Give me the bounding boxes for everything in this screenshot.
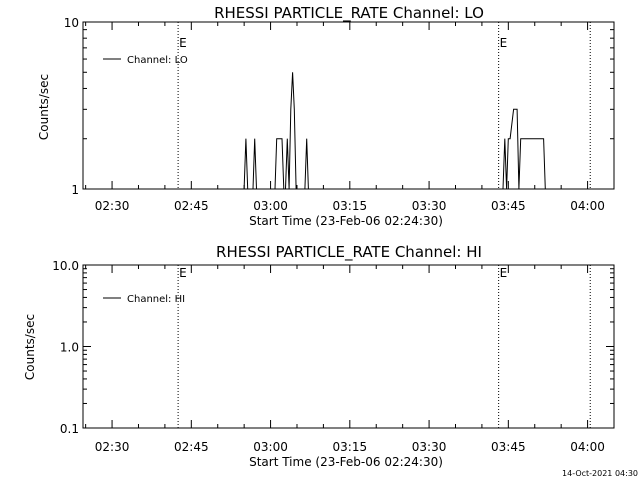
event-marker-label-lo: E	[179, 36, 187, 50]
y-axis-ticks-hi: 0.1 1.0 10.0	[52, 259, 614, 436]
series-layer-lo	[243, 72, 546, 190]
y-tick-label-hi: 1.0	[60, 341, 79, 355]
x-tick-label-lo: 04:00	[570, 199, 605, 213]
plot-frame-lo	[82, 21, 615, 190]
x-tick-label-hi: 02:30	[95, 440, 130, 454]
chart-panel-lo: RHESSI PARTICLE_RATE Channel: LO 02:30 02…	[37, 4, 615, 228]
x-tick-label-lo: 03:30	[412, 199, 447, 213]
y-tick-label-lo: 10	[64, 16, 79, 30]
x-tick-label-hi: 04:00	[570, 440, 605, 454]
y-tick-label-lo: 1	[71, 183, 79, 197]
x-axis-ticks-hi: 02:30 02:45 03:00 03:15 03:30 03:45 04:00	[85, 265, 615, 454]
legend-label-lo: Channel: LO	[127, 55, 188, 66]
x-tick-label-hi: 03:45	[491, 440, 526, 454]
y-tick-label-hi: 10.0	[52, 259, 79, 273]
event-marker-label-hi: E	[500, 266, 508, 280]
y-axis-label-lo: Counts/sec	[37, 74, 51, 140]
x-tick-label-hi: 03:00	[253, 440, 288, 454]
series-line-lo-0	[243, 72, 546, 190]
x-axis-ticks-lo: 02:30 02:45 03:00 03:15 03:30 03:45 04:00	[85, 22, 615, 213]
legend-lo: Channel: LO	[103, 55, 188, 66]
chart-title-hi: RHESSI PARTICLE_RATE Channel: HI	[216, 243, 482, 262]
chart-panel-hi: RHESSI PARTICLE_RATE Channel: HI 02:30 02…	[23, 243, 615, 469]
x-axis-label-hi: Start Time (23-Feb-06 02:24:30)	[249, 455, 443, 469]
legend-label-hi: Channel: HI	[127, 294, 185, 305]
y-axis-label-hi: Counts/sec	[23, 314, 37, 380]
plot-frame-hi	[82, 264, 615, 429]
y-axis-ticks-lo: 1 10	[64, 16, 614, 197]
x-tick-label-lo: 03:15	[333, 199, 368, 213]
chart-title-lo: RHESSI PARTICLE_RATE Channel: LO	[214, 4, 484, 23]
legend-hi: Channel: HI	[103, 294, 185, 305]
footer-timestamp: 14-Oct-2021 04:30	[562, 469, 638, 478]
x-tick-label-lo: 02:45	[174, 199, 209, 213]
x-tick-label-hi: 02:45	[174, 440, 209, 454]
x-tick-label-hi: 03:15	[333, 440, 368, 454]
x-tick-label-lo: 03:00	[253, 199, 288, 213]
event-marker-label-hi: E	[179, 266, 187, 280]
x-tick-label-hi: 03:30	[412, 440, 447, 454]
x-tick-label-lo: 02:30	[95, 199, 130, 213]
x-axis-label-lo: Start Time (23-Feb-06 02:24:30)	[249, 214, 443, 228]
event-marker-label-lo: E	[500, 36, 508, 50]
y-tick-label-hi: 0.1	[60, 422, 79, 436]
x-tick-label-lo: 03:45	[491, 199, 526, 213]
